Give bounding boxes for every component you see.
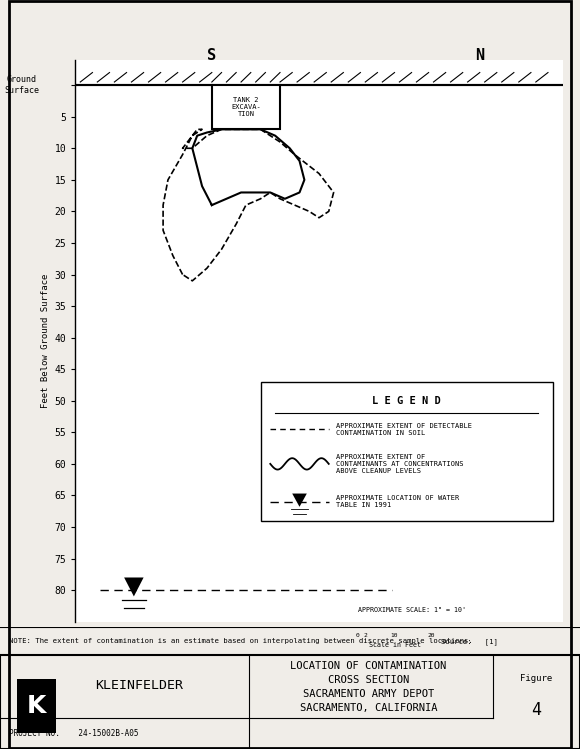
Text: KLEINFELDER: KLEINFELDER [95,679,183,692]
Bar [358,625,365,632]
Text: Source:   [1]: Source: [1] [441,637,498,645]
Text: APPROXIMATE SCALE: 1" = 10': APPROXIMATE SCALE: 1" = 10' [358,607,466,613]
Polygon shape [292,494,307,507]
Text: LOCATION OF CONTAMINATION
CROSS SECTION
SACRAMENTO ARMY DEPOT
SACRAMENTO, CALIFO: LOCATION OF CONTAMINATION CROSS SECTION … [290,661,447,713]
Text: 2: 2 [364,634,367,638]
Bar [212,85,280,130]
Text: K: K [27,694,46,718]
Text: APPROXIMATE EXTENT OF
CONTAMINANTS AT CONCENTRATIONS
ABOVE CLEANUP LEVELS: APPROXIMATE EXTENT OF CONTAMINANTS AT CO… [336,454,463,474]
Text: N: N [475,48,484,63]
Y-axis label: Feet Below Ground Surface: Feet Below Ground Surface [41,273,50,408]
Bar [409,625,431,632]
Text: Figure: Figure [520,674,553,683]
Text: PROJECT NO.    24-15002B-A05: PROJECT NO. 24-15002B-A05 [9,729,138,738]
Text: 0: 0 [356,634,360,638]
Text: NOTE: The extent of contamination is an estimate based on interpolating between : NOTE: The extent of contamination is an … [9,638,473,644]
Bar [380,625,409,632]
Text: APPROXIMATE EXTENT OF DETECTABLE
CONTAMINATION IN SOIL: APPROXIMATE EXTENT OF DETECTABLE CONTAMI… [336,422,472,436]
Text: APPROXIMATE LOCATION OF WATER
TABLE IN 1991: APPROXIMATE LOCATION OF WATER TABLE IN 1… [336,495,459,509]
Text: TANK 2
EXCAVA-
TION: TANK 2 EXCAVA- TION [231,97,261,118]
Text: S: S [207,48,216,63]
Bar [365,625,380,632]
Bar [260,382,553,521]
Text: 10: 10 [391,634,398,638]
Text: Scale in Feet: Scale in Feet [368,642,420,648]
Polygon shape [124,577,144,596]
Text: L E G E N D: L E G E N D [372,395,441,406]
Text: 20: 20 [427,634,435,638]
Text: Ground
Surface: Ground Surface [4,76,39,95]
Text: 4: 4 [531,700,542,719]
